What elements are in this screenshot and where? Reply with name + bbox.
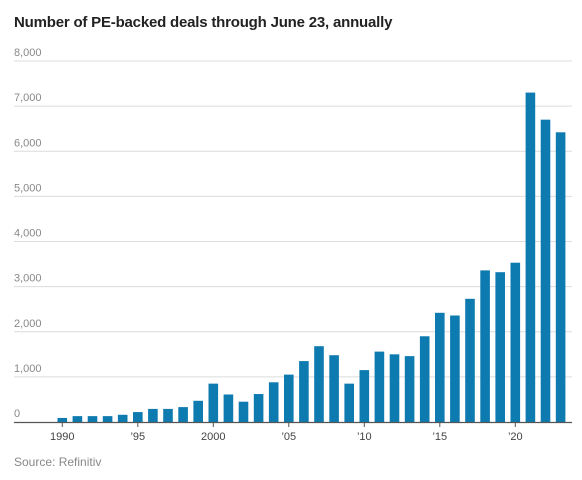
bar-2010 [359,370,370,422]
bar-2005 [284,374,294,422]
y-tick-label: 4,000 [14,228,42,240]
bar-2018 [480,270,490,422]
x-tick-label: ’10 [357,431,372,443]
bar-1996 [148,408,158,422]
bars [57,92,566,423]
bar-2013 [404,356,415,422]
bar-2021 [525,92,536,423]
bar-2009 [344,383,354,422]
x-tick-label: ’95 [130,431,145,443]
x-tick-label: ’20 [508,431,523,443]
x-tick-label: 2000 [201,431,225,443]
bar-1994 [117,414,128,422]
y-tick-label: 8,000 [14,47,42,59]
bar-1997 [163,408,173,422]
bar-1998 [178,407,188,422]
y-tick-label: 0 [14,408,20,420]
bar-1993 [102,416,113,422]
bar-1999 [193,400,203,422]
y-tick-label: 3,000 [14,273,42,285]
bar-2012 [389,354,400,422]
bar-2014 [419,336,430,422]
bar-2022 [540,119,551,422]
bar-1991 [72,416,83,422]
bar-2004 [268,382,279,422]
bar-1995 [133,412,143,422]
x-axis-tick-labels: 1990 ’95 2000 ’05 ’10 ’15 ’20 [50,422,523,443]
x-tick-label: ’15 [432,431,447,443]
x-tick-label: 1990 [50,431,74,443]
bar-2003 [253,394,264,422]
y-axis-tick-labels: 0 1,000 2,000 3,000 4,000 5,000 6,000 7,000 8,00… [14,47,42,420]
bar-2015 [435,312,445,422]
y-tick-label: 7,000 [14,92,42,104]
bar-2011 [374,351,385,422]
y-tick-label: 6,000 [14,137,42,149]
source-note: Source: Refinitiv [14,455,102,469]
y-tick-label: 5,000 [14,182,42,194]
bar-1992 [87,416,98,422]
bar-2019 [495,272,505,422]
bar-1990 [57,417,68,422]
bar-2007 [314,346,324,422]
bar-2002 [238,401,249,422]
y-tick-label: 2,000 [14,318,42,330]
chart-title: Number of PE-backed deals through June 2… [14,14,393,31]
y-tick-label: 1,000 [14,363,42,375]
bar-2017 [465,298,475,422]
bar-2006 [299,361,309,422]
bar-2016 [450,315,460,422]
bar-2000 [208,383,219,422]
bar-2008 [329,355,339,422]
bar-2020 [510,262,521,422]
x-tick-label: ’05 [281,431,296,443]
bar-2023 [555,132,566,423]
bar-2001 [223,394,234,422]
